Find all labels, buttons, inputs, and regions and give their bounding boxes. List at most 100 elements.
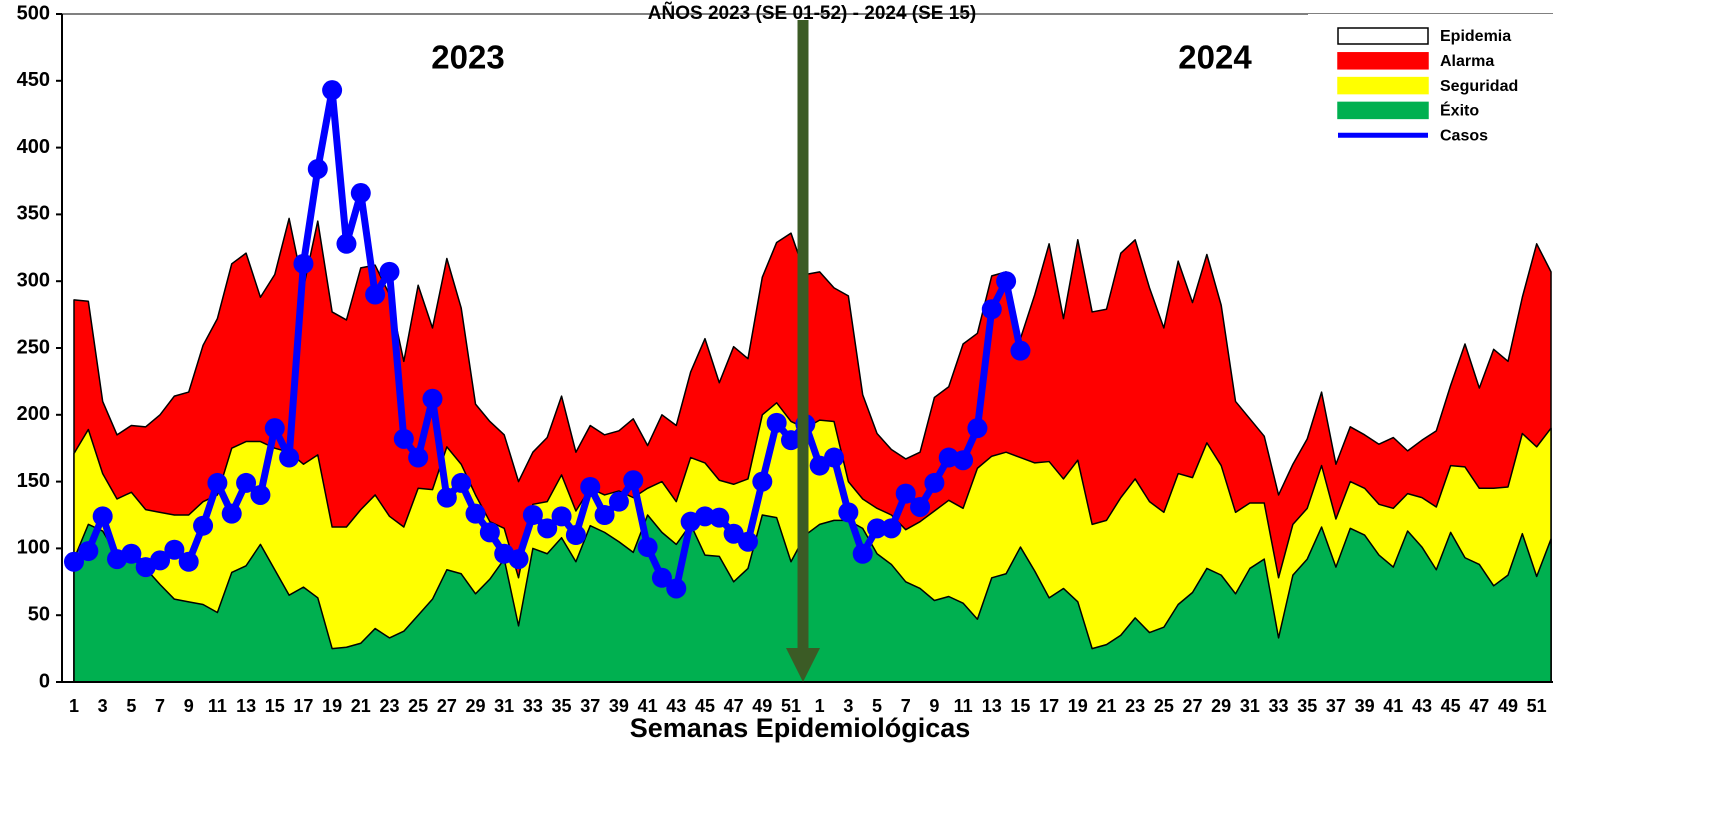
x-tick-label: 27 <box>437 696 457 716</box>
point <box>967 418 988 439</box>
x-tick-label: 15 <box>265 696 285 716</box>
point <box>307 158 328 179</box>
x-tick-label: 37 <box>580 696 600 716</box>
x-tick-label: 51 <box>781 696 801 716</box>
point <box>64 551 84 572</box>
x-tick-label: 17 <box>1039 696 1059 716</box>
x-tick-label: 31 <box>1240 696 1260 716</box>
point <box>379 261 400 282</box>
x-tick-label: 43 <box>1412 696 1432 716</box>
x-tick-label: 47 <box>724 696 744 716</box>
point <box>336 233 357 254</box>
y-tick-label: 100 <box>17 537 50 559</box>
x-tick-label: 31 <box>494 696 514 716</box>
x-tick-label: 5 <box>872 696 882 716</box>
point <box>422 388 443 409</box>
annotation: 2023 <box>431 39 504 76</box>
point <box>178 551 199 572</box>
legend-swatch <box>1337 27 1429 45</box>
legend-label: Éxito <box>1440 101 1479 120</box>
x-tick-label: 9 <box>929 696 939 716</box>
point <box>694 506 715 527</box>
x-tick-label: 5 <box>126 696 136 716</box>
x-tick-label: 13 <box>236 696 256 716</box>
y-tick-label: 200 <box>17 403 50 425</box>
x-tick-label: 3 <box>98 696 108 716</box>
point <box>910 496 931 517</box>
point <box>121 543 142 564</box>
x-tick-label: 13 <box>982 696 1002 716</box>
x-tick-label: 29 <box>466 696 486 716</box>
x-tick-label: 41 <box>1383 696 1403 716</box>
x-tick-label: 21 <box>1096 696 1116 716</box>
point <box>608 491 629 512</box>
point <box>293 253 314 274</box>
y-tick-label: 350 <box>17 203 50 225</box>
point <box>781 430 801 451</box>
point <box>193 515 214 536</box>
point <box>651 567 672 588</box>
point <box>981 299 1002 320</box>
x-tick-label: 33 <box>1269 696 1289 716</box>
x-tick-label: 23 <box>379 696 399 716</box>
x-tick-label: 1 <box>815 696 825 716</box>
x-tick-label: 49 <box>1498 696 1518 716</box>
legend-label: Alarma <box>1440 53 1494 70</box>
legend-label: Casos <box>1440 127 1488 144</box>
point <box>221 503 242 524</box>
x-tick-label: 25 <box>1154 696 1174 716</box>
point <box>393 428 414 449</box>
y-tick-label: 400 <box>17 136 50 158</box>
point <box>752 471 773 492</box>
point <box>236 472 257 493</box>
point <box>924 472 945 493</box>
point <box>623 470 644 491</box>
point <box>895 483 916 504</box>
x-tick-label: 9 <box>184 696 194 716</box>
x-tick-label: 45 <box>695 696 715 716</box>
legend-label: Seguridad <box>1440 78 1518 95</box>
point <box>838 502 859 523</box>
x-tick-label: 37 <box>1326 696 1346 716</box>
point <box>996 271 1017 292</box>
point <box>479 522 500 543</box>
x-tick-label: 21 <box>351 696 371 716</box>
x-tick-label: 25 <box>408 696 428 716</box>
x-tick-label: 27 <box>1183 696 1203 716</box>
legend-swatch <box>1337 76 1429 95</box>
point <box>78 541 99 562</box>
legend-swatch <box>1337 52 1429 70</box>
x-tick-label: 49 <box>752 696 772 716</box>
point <box>250 484 271 505</box>
x-tick-label: 43 <box>666 696 686 716</box>
x-tick-label: 11 <box>954 696 973 716</box>
point <box>537 518 558 539</box>
x-tick-label: 35 <box>1297 696 1317 716</box>
point <box>150 550 171 571</box>
y-tick-label: 50 <box>28 603 50 625</box>
point <box>881 518 902 539</box>
x-tick-label: 45 <box>1441 696 1461 716</box>
point <box>207 472 228 493</box>
divider-arrow <box>786 20 820 682</box>
legend: Epidemia Alarma Seguridad Éxito Casos <box>1308 14 1560 146</box>
x-tick-label: 23 <box>1125 696 1145 716</box>
y-tick-label: 150 <box>17 470 50 492</box>
x-axis-label: Semanas Epidemiológicas <box>630 713 971 743</box>
x-tick-label: 41 <box>638 696 658 716</box>
point <box>365 284 386 305</box>
point <box>565 525 586 546</box>
x-tick-label: 17 <box>293 696 313 716</box>
point <box>322 80 343 101</box>
x-tick-label: 7 <box>155 696 165 716</box>
x-tick-label: 19 <box>322 696 342 716</box>
point <box>164 539 185 560</box>
point <box>279 447 300 468</box>
x-tick-label: 33 <box>523 696 543 716</box>
x-tick-label: 29 <box>1211 696 1231 716</box>
area <box>73 514 1552 683</box>
point <box>408 447 429 468</box>
y-tick-label: 250 <box>17 336 50 358</box>
x-tick-label: 15 <box>1010 696 1030 716</box>
